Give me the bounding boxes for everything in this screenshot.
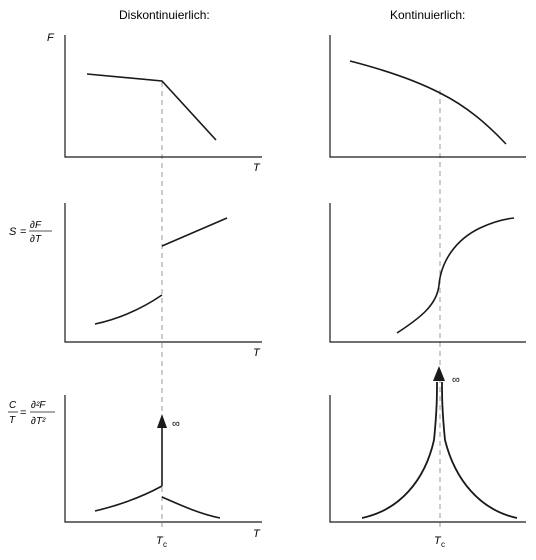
axes-right-F (329, 35, 526, 158)
tc-label-left-subscript: c (163, 540, 167, 549)
label-S: S (9, 226, 17, 238)
axis-T-left-C: T (253, 528, 261, 540)
label-C: C (9, 400, 17, 411)
left-column-title: Diskontinuierlich: (119, 8, 210, 22)
panel-left-F (64, 35, 262, 158)
label-C-rhs-denominator: ∂T² (31, 416, 46, 427)
label-C-equals: = (20, 407, 26, 419)
infinity-label-left: ∞ (172, 418, 180, 430)
label-S-numerator: ∂F (30, 220, 42, 231)
curve-C-right-divergence (441, 381, 518, 519)
panel-right-C (329, 366, 526, 523)
curve-C-high-branch (161, 496, 221, 519)
infinity-label-right: ∞ (452, 374, 460, 386)
axis-T-left-S: T (253, 347, 261, 359)
label-C-denominator: T (9, 415, 16, 426)
tc-label-right-subscript: c (441, 540, 445, 549)
panel-right-S (329, 203, 526, 343)
axes-left-F (64, 35, 262, 158)
curve-S-continuous (396, 217, 515, 334)
curve-F-discontinuous (86, 73, 217, 141)
axes-left-C (64, 395, 262, 523)
label-C-numerator: ∂²F (31, 400, 46, 411)
curve-F-continuous (349, 60, 507, 145)
label-S-denominator: ∂T (30, 234, 42, 245)
panel-right-F (329, 35, 526, 158)
divergence-arrowhead (433, 366, 445, 381)
label-F: F (47, 32, 55, 44)
curve-S-low-branch (94, 294, 163, 325)
panel-left-S (64, 203, 262, 343)
panel-left-C (64, 395, 262, 523)
right-column-title: Kontinuierlich: (390, 8, 466, 22)
axes-left-S (64, 203, 262, 343)
curve-C-low-branch (94, 485, 163, 512)
curve-S-high-branch (161, 217, 228, 247)
axes-right-S (329, 203, 526, 343)
tc-label-left: T (156, 535, 164, 547)
delta-spike-arrowhead (157, 414, 167, 428)
axis-T-left-F: T (253, 162, 261, 174)
axes-right-C (329, 395, 526, 523)
tc-label-right: T (434, 535, 442, 547)
curve-C-left-divergence (361, 381, 438, 519)
label-S-equals: = (20, 226, 26, 238)
